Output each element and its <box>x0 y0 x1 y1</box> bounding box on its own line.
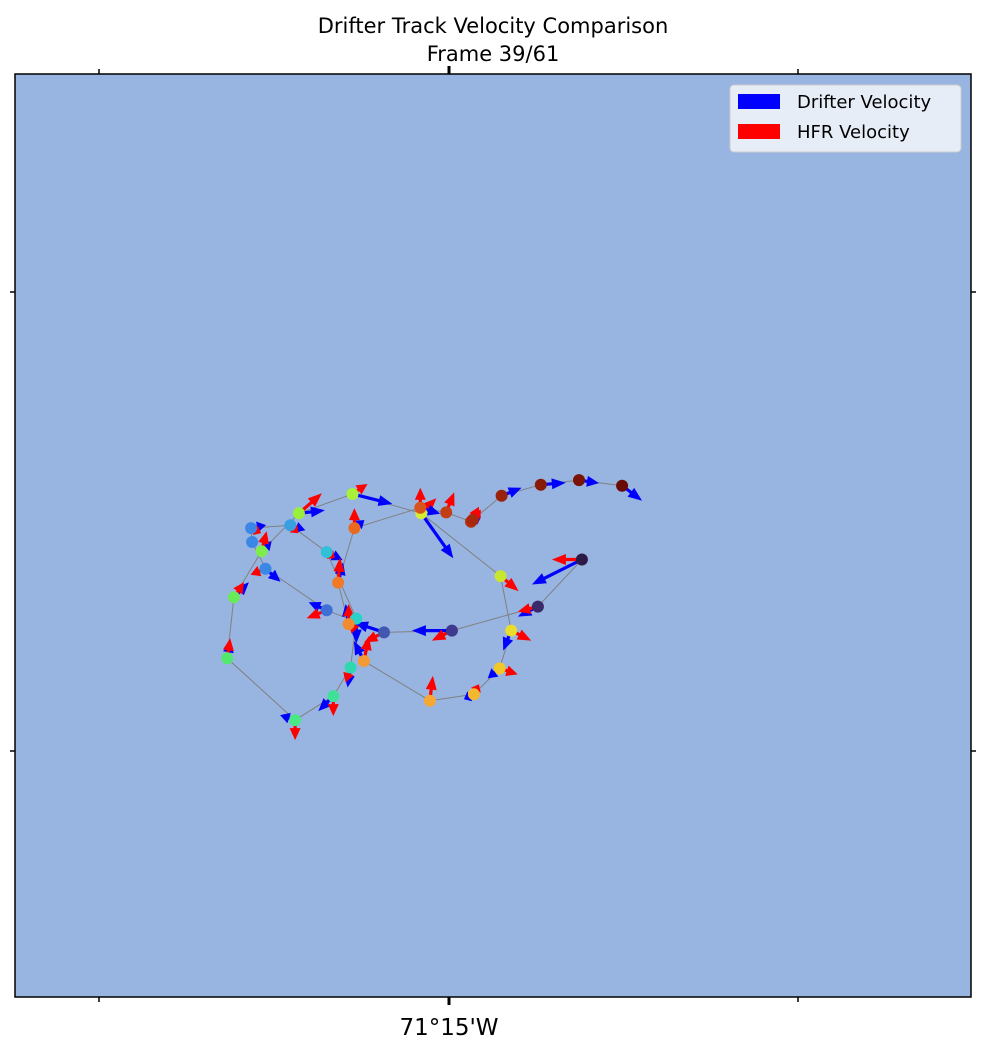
drifter-velocity-arrow <box>419 504 441 516</box>
hfr-velocity-arrow <box>343 604 355 625</box>
drifter-position-point <box>348 522 361 535</box>
axis-ticks <box>10 66 976 1005</box>
drifter-position-point <box>466 513 479 526</box>
drifter-position-point <box>259 562 272 575</box>
hfr-velocity-arrow <box>333 557 345 583</box>
drifter-position-point <box>467 688 480 701</box>
drifter-position-point <box>246 536 259 548</box>
drifter-position-point <box>344 661 357 674</box>
drifter-position-point <box>575 553 588 566</box>
drifter-velocity-arrow <box>298 506 325 518</box>
drifter-velocity-arrow <box>531 558 583 585</box>
drifter-position-point <box>342 618 355 631</box>
drifter-position-point <box>445 624 458 637</box>
drifter-position-point <box>616 479 629 492</box>
drifter-position-point <box>414 501 427 514</box>
legend-box <box>729 84 962 153</box>
plot-frame <box>14 73 972 998</box>
hfr-velocity-arrow <box>223 638 234 659</box>
drifter-velocity-arrow <box>354 621 385 634</box>
hfr-velocity-arrow <box>517 603 539 614</box>
drifter-position-point <box>227 591 240 604</box>
drifter-position-point <box>284 519 297 532</box>
hfr-velocity-arrow <box>551 554 582 565</box>
drifter-velocity-arrow <box>420 512 454 559</box>
drifter-position-point <box>494 570 507 583</box>
hfr-velocity-arrow <box>348 508 360 529</box>
drifter-velocity-arrow <box>540 478 566 490</box>
x-tick-label-2: 71°15'W <box>399 1015 498 1041</box>
drifter-position-point <box>357 655 370 667</box>
drifter-position-point <box>221 652 234 665</box>
drifter-position-point <box>573 474 585 487</box>
legend-label-drifter: Drifter Velocity <box>797 92 931 113</box>
drifter-position-point <box>495 489 508 502</box>
legend-swatch-hfr <box>738 124 780 139</box>
drifter-velocity-arrow <box>350 618 362 644</box>
hfr-velocity-arrow <box>258 531 269 552</box>
hfr-velocity-arrow <box>425 675 437 701</box>
drifter-position-point <box>289 714 302 727</box>
drifter-position-point <box>493 662 506 675</box>
hfr-velocity-arrow <box>360 636 372 662</box>
drifter-position-point <box>423 694 436 707</box>
drifter-position-point <box>245 522 258 535</box>
drifter-velocity-arrow <box>250 521 267 533</box>
legend-label-hfr: HFR Velocity <box>797 122 910 143</box>
hfr-velocity-arrow <box>414 487 426 508</box>
hfr-velocity-arrow <box>289 720 301 741</box>
drifter-velocity-arrow <box>280 712 296 724</box>
chart-subtitle: Frame 39/61 <box>427 42 560 66</box>
drifter-position-point <box>320 546 333 559</box>
drifter-position-point <box>531 600 544 613</box>
drifter-positions <box>221 474 629 727</box>
drifter-position-point <box>320 604 333 617</box>
map-ocean-background <box>15 74 971 997</box>
drifter-position-point <box>378 626 390 639</box>
drifter-velocity-arrow <box>578 475 599 487</box>
drifter-position-point <box>255 545 268 558</box>
legend-swatch-drifter <box>738 94 780 109</box>
drifter-velocity-arrow <box>411 625 452 637</box>
drifter-position-point <box>346 488 359 500</box>
drifter-position-point <box>505 624 518 637</box>
chart-title: Drifter Track Velocity Comparison <box>318 14 669 38</box>
drifter-position-point <box>292 507 305 520</box>
drifter-position-point <box>440 506 453 519</box>
hfr-velocity-arrow <box>297 493 322 515</box>
drifter-position-point <box>327 690 340 703</box>
drifter-position-point <box>332 576 345 589</box>
drifter-position-point <box>534 478 547 491</box>
hfr-velocity-arrow <box>343 667 354 683</box>
legend: Drifter Velocity HFR Velocity <box>729 84 962 153</box>
drifter-velocity-arrow <box>352 492 393 506</box>
hfr-velocity-arrow <box>327 696 339 717</box>
